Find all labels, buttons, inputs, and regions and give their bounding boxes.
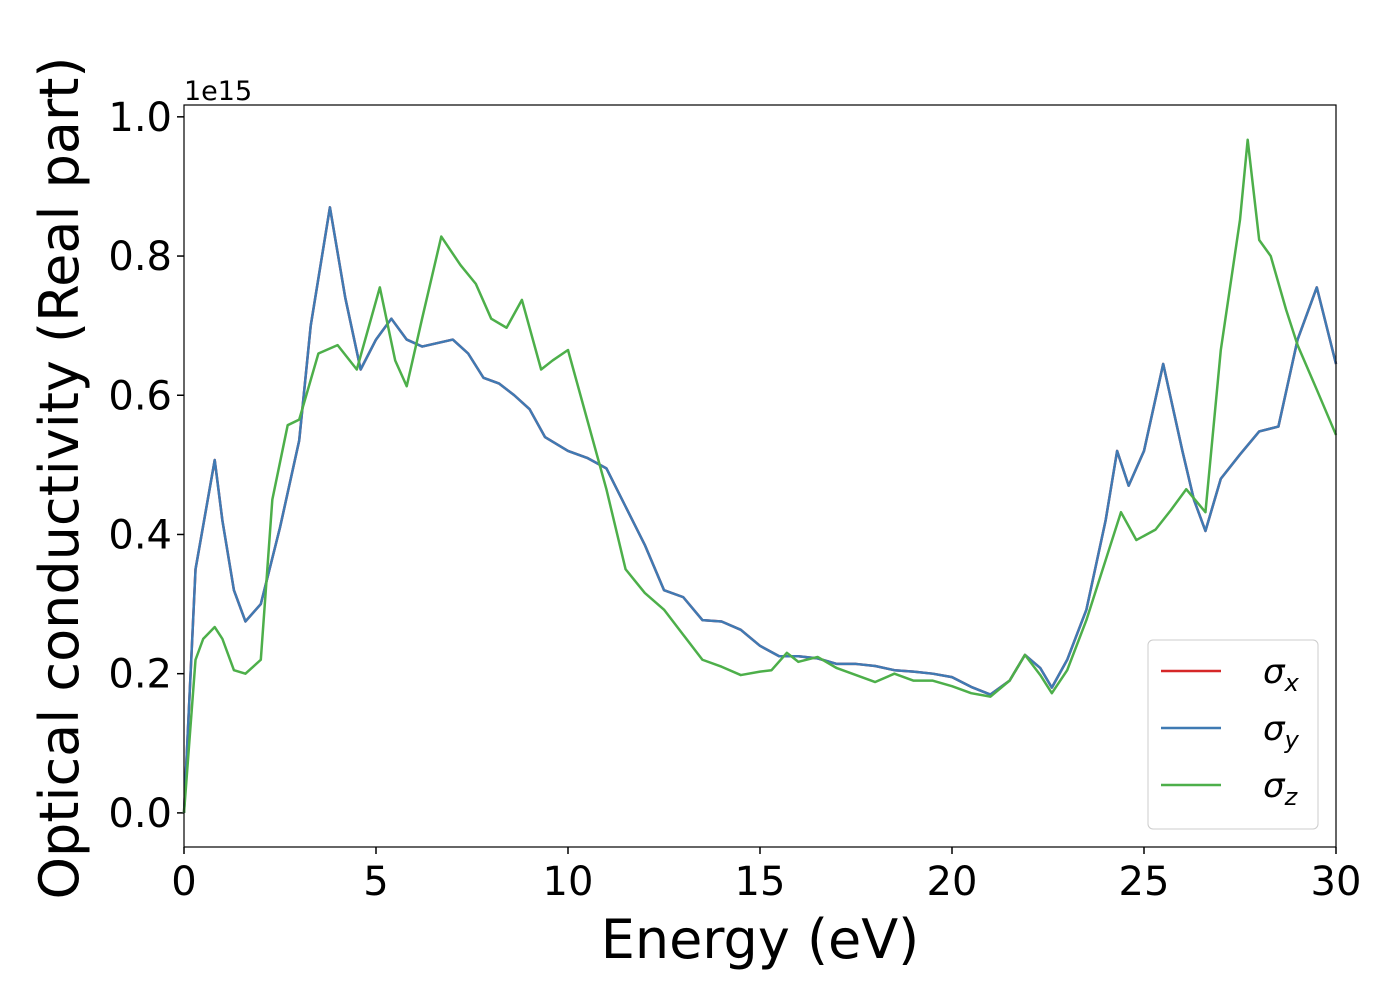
legend-label: σx <box>1263 652 1300 697</box>
series-line <box>182 138 1338 813</box>
x-tick-label: 20 <box>927 859 978 905</box>
x-tick-label: 25 <box>1119 859 1170 905</box>
x-tick-label: 5 <box>363 859 388 905</box>
x-axis-label: Energy (eV) <box>601 908 920 971</box>
x-tick-label: 30 <box>1311 859 1362 905</box>
legend-label: σz <box>1263 766 1299 811</box>
x-tick-label: 15 <box>735 859 786 905</box>
y-tick-label: 0.8 <box>108 234 172 280</box>
series-line <box>182 206 1338 813</box>
y-tick-label: 0.6 <box>108 373 172 419</box>
y-tick-label: 0.2 <box>108 652 172 698</box>
y-tick-label: 1.0 <box>108 95 172 141</box>
legend-label: σy <box>1263 709 1300 754</box>
y-axis-label: Optical conductivity (Real part) <box>28 57 91 900</box>
x-tick-label: 0 <box>171 859 196 905</box>
plot-frame <box>183 104 1337 848</box>
x-tick-label: 10 <box>543 859 594 905</box>
y-tick-label: 0.4 <box>108 512 172 558</box>
offset-label: 1e15 <box>184 76 252 107</box>
plot-area <box>182 138 1338 813</box>
legend-box <box>1147 639 1319 830</box>
y-tick-label: 0.0 <box>108 791 172 837</box>
